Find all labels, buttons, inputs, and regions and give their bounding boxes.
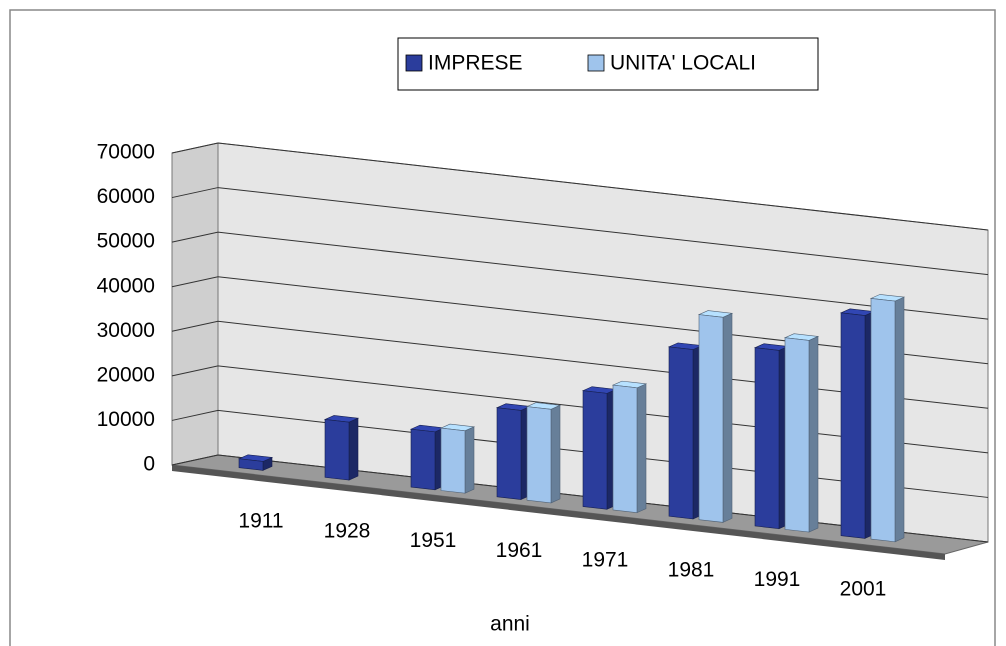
bar-face [410, 428, 436, 491]
bar [323, 415, 360, 481]
bar-face [698, 314, 724, 523]
x-tick-label: 2001 [840, 578, 887, 601]
bar [869, 294, 906, 543]
y-tick-label: 40000 [97, 274, 155, 297]
y-tick-label: 70000 [97, 141, 155, 164]
bar-face [636, 383, 647, 514]
bar-face [894, 296, 905, 543]
x-axis-label: anni [490, 613, 530, 636]
bar-face [840, 312, 866, 539]
bar-face [754, 347, 780, 530]
bar-face [496, 407, 522, 500]
bar-face [238, 458, 264, 471]
legend-box [397, 37, 819, 91]
bar-face [440, 427, 466, 494]
x-tick-label: 1991 [754, 568, 801, 591]
bar-face [784, 337, 810, 533]
bar-face [612, 384, 638, 513]
bar [839, 308, 876, 539]
bar [611, 380, 648, 514]
y-tick-label: 30000 [97, 319, 155, 342]
y-tick-label: 60000 [97, 185, 155, 208]
bar [667, 342, 704, 520]
grid-line [171, 142, 989, 231]
bar-face [464, 426, 475, 494]
legend-label: IMPRESE [428, 52, 523, 75]
bar [237, 454, 274, 471]
y-tick-label: 0 [143, 453, 155, 476]
legend-swatch [405, 54, 423, 72]
bar-face [582, 390, 608, 510]
legend-label: UNITA' LOCALI [610, 52, 756, 75]
bar-face [870, 298, 896, 543]
legend-swatch [587, 54, 605, 72]
x-tick-label: 1971 [582, 549, 629, 572]
bar [697, 310, 734, 523]
bar-face [808, 335, 819, 533]
x-tick-label: 1911 [238, 510, 283, 533]
bar-face [668, 346, 694, 520]
bar [409, 424, 446, 491]
bar-face [348, 417, 359, 481]
y-tick-label: 10000 [97, 408, 155, 431]
y-tick-label: 20000 [97, 363, 155, 386]
grid-line [171, 187, 989, 276]
x-tick-label: 1951 [410, 529, 457, 552]
x-tick-label: 1961 [496, 539, 543, 562]
bar [495, 403, 532, 500]
frame [9, 9, 996, 646]
x-tick-label: 1928 [324, 519, 371, 542]
bar [439, 423, 476, 494]
grid-line [171, 231, 989, 320]
bar-face [526, 406, 552, 504]
bar [581, 386, 618, 510]
floor-edge [172, 465, 945, 561]
bar [753, 343, 790, 530]
bar [525, 402, 562, 504]
bar-face [722, 312, 733, 523]
x-tick-label: 1981 [668, 558, 715, 581]
y-tick-label: 50000 [97, 230, 155, 253]
bar-face [324, 419, 350, 481]
bar-face [550, 404, 561, 504]
side-wall [171, 142, 219, 466]
bar [783, 333, 820, 533]
